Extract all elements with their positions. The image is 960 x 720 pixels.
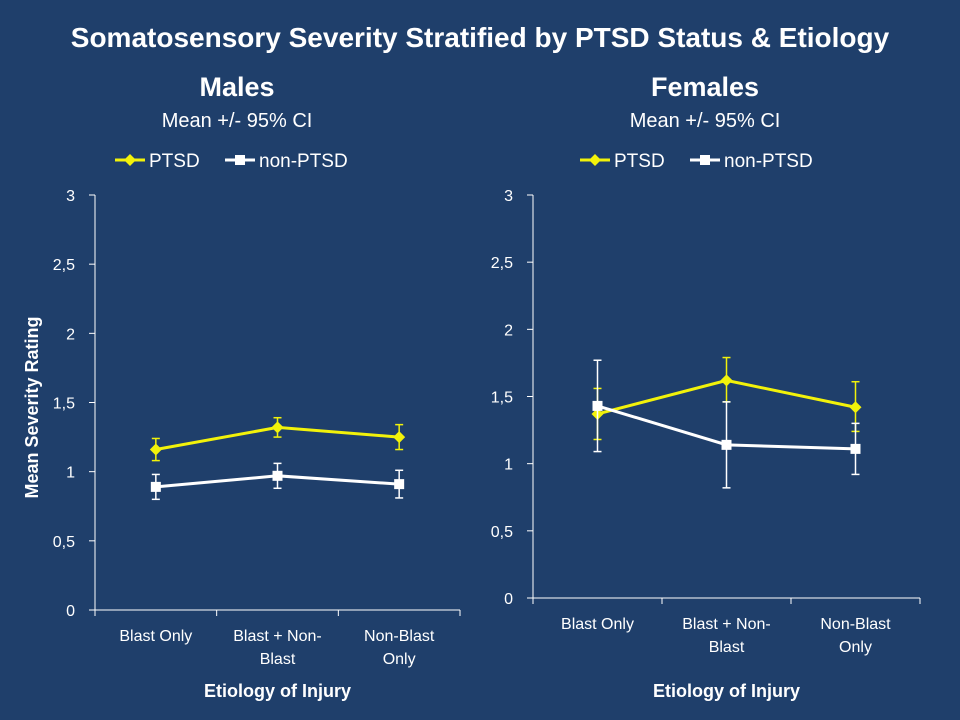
- males-y-tick-label: 1,5: [53, 396, 75, 413]
- males-x-tick-label: Non-Blast: [364, 628, 435, 645]
- males-point-1: [272, 470, 283, 481]
- females-x-tick-label: Only: [839, 639, 872, 656]
- males-x-tick-label: Only: [383, 651, 416, 668]
- males-legend-label-0: PTSD: [149, 151, 200, 172]
- males-panel-title: Males: [199, 72, 274, 102]
- males-y-tick-label: 1: [66, 465, 75, 482]
- females-y-tick-label: 3: [504, 188, 513, 205]
- females-legend-marker-1: [700, 155, 710, 165]
- males-legend-marker-0: [124, 154, 136, 166]
- males-y-axis-title: Mean Severity Rating: [22, 316, 42, 498]
- females-x-tick-label: Blast + Non-: [682, 616, 770, 633]
- females-y-tick-label: 2: [504, 322, 513, 339]
- females-panel-title: Females: [651, 72, 759, 102]
- males-y-tick-label: 2: [66, 326, 75, 343]
- females-x-tick-label: Blast: [709, 639, 745, 656]
- males-y-tick-label: 3: [66, 188, 75, 205]
- females-point-1: [592, 400, 603, 411]
- females-legend-label-0: PTSD: [614, 151, 665, 172]
- males-y-tick-label: 0,5: [53, 534, 75, 551]
- males-point-1: [150, 481, 161, 492]
- females-point-0: [849, 401, 862, 414]
- males-point-1: [394, 479, 405, 490]
- males-y-tick-label: 2,5: [53, 257, 75, 274]
- females-legend-marker-0: [589, 154, 601, 166]
- females-point-1: [721, 439, 732, 450]
- females-point-1: [850, 443, 861, 454]
- males-y-tick-label: 0: [66, 603, 75, 620]
- males-x-axis-title: Etiology of Injury: [204, 681, 351, 701]
- males-point-0: [271, 421, 284, 434]
- females-y-tick-label: 2,5: [491, 255, 513, 272]
- males-x-tick-label: Blast: [260, 651, 296, 668]
- males-x-tick-label: Blast Only: [119, 628, 192, 645]
- males-panel-subtitle: Mean +/- 95% CI: [162, 110, 313, 132]
- males-legend-label-1: non-PTSD: [259, 151, 348, 172]
- females-x-axis-title: Etiology of Injury: [653, 681, 800, 701]
- females-point-0: [720, 374, 733, 387]
- males-point-0: [393, 431, 406, 444]
- females-x-tick-label: Non-Blast: [820, 616, 891, 633]
- males-x-tick-label: Blast + Non-: [233, 628, 321, 645]
- females-y-tick-label: 0: [504, 591, 513, 608]
- females-x-tick-label: Blast Only: [561, 616, 634, 633]
- page-title: Somatosensory Severity Stratified by PTS…: [70, 22, 890, 53]
- females-legend-label-1: non-PTSD: [724, 151, 813, 172]
- females-panel-subtitle: Mean +/- 95% CI: [630, 110, 781, 132]
- females-y-tick-label: 1,5: [491, 390, 513, 407]
- females-y-tick-label: 0,5: [491, 524, 513, 541]
- males-legend-marker-1: [235, 155, 245, 165]
- males-point-0: [149, 443, 162, 456]
- females-y-tick-label: 1: [504, 457, 513, 474]
